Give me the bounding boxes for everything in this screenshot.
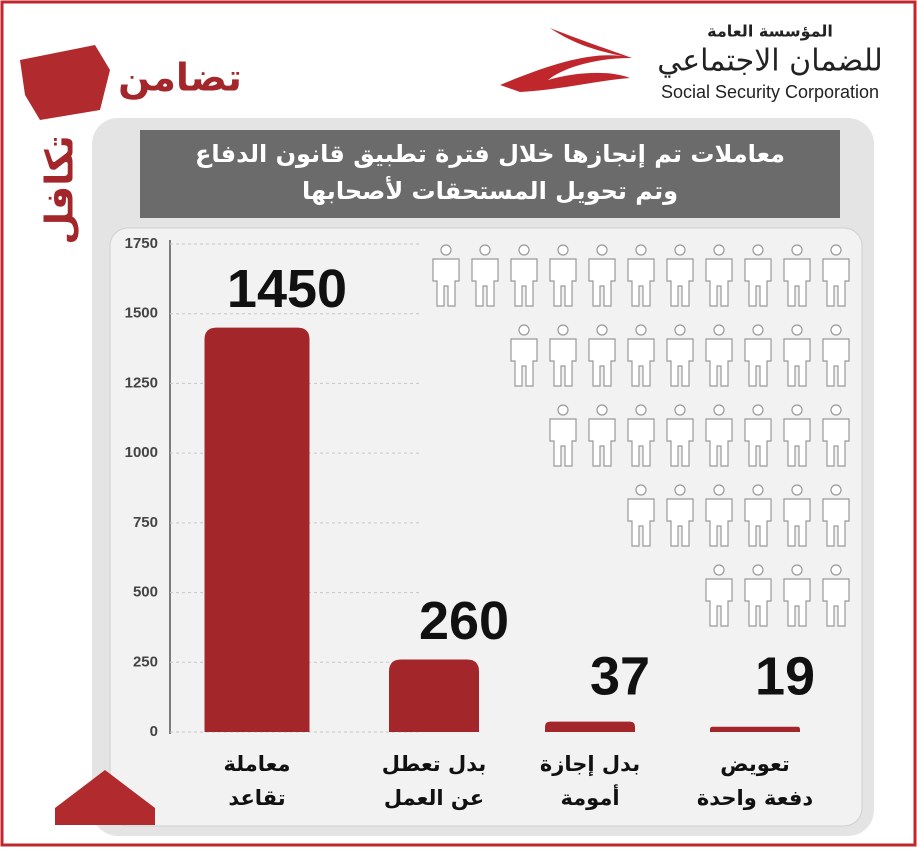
y-tick-label: 1750 (125, 235, 158, 252)
person-icon (744, 564, 772, 627)
bar (545, 721, 635, 732)
person-icon (744, 324, 772, 387)
person-icon (705, 484, 733, 547)
person-icon (666, 484, 694, 547)
arrow-decoration (55, 770, 155, 825)
person-icon (783, 244, 811, 307)
y-tick-label: 500 (133, 584, 158, 601)
bar (710, 726, 800, 732)
x-tick-label: بدل تعطل (382, 752, 487, 776)
slogan: تكافل (38, 135, 82, 244)
person-icon (549, 404, 577, 467)
fist-icon (20, 45, 110, 120)
person-icon (549, 324, 577, 387)
person-icon (822, 324, 850, 387)
y-tick-label: 1250 (125, 374, 158, 391)
person-icon (822, 244, 850, 307)
person-icon (588, 404, 616, 467)
person-icon (627, 484, 655, 547)
person-icon (783, 564, 811, 627)
people-icons (432, 244, 850, 627)
value-label: 1450 (227, 259, 347, 319)
person-icon (822, 484, 850, 547)
person-icon (705, 564, 733, 627)
value-label: 37 (590, 646, 650, 706)
person-icon (666, 404, 694, 467)
person-icon (666, 324, 694, 387)
x-tick-label: أمومة (560, 783, 619, 810)
y-tick-label: 1000 (125, 444, 158, 461)
org-name-ar: المؤسسة العامة (707, 22, 833, 41)
x-tick-label: بدل إجازة (540, 752, 640, 776)
y-tick-label: 1500 (125, 305, 158, 322)
person-icon (510, 244, 538, 307)
x-tick-label: تقاعد (228, 786, 285, 810)
person-icon (627, 244, 655, 307)
y-tick-label: 750 (133, 514, 158, 531)
person-icon (822, 564, 850, 627)
org-name-en: Social Security Corporation (661, 82, 879, 102)
person-icon (588, 324, 616, 387)
person-icon (627, 404, 655, 467)
person-icon (510, 324, 538, 387)
bar (204, 327, 310, 732)
person-icon (783, 404, 811, 467)
person-icon (666, 244, 694, 307)
y-tick-label: 250 (133, 653, 158, 670)
x-tick-label: عن العمل (384, 786, 484, 810)
title-line: وتم تحويل المستحقات لأصحابها (302, 176, 678, 205)
person-icon (744, 404, 772, 467)
logo-mark (500, 28, 632, 92)
person-icon (588, 244, 616, 307)
x-tick-label: تعويض (720, 752, 789, 776)
person-icon (432, 244, 460, 307)
y-tick-label: 0 (150, 723, 158, 740)
title-banner (140, 130, 840, 218)
person-icon (627, 324, 655, 387)
bar (389, 659, 479, 732)
person-icon (549, 244, 577, 307)
person-icon (783, 324, 811, 387)
value-label: 260 (419, 591, 509, 651)
person-icon (471, 244, 499, 307)
person-icon (744, 484, 772, 547)
person-icon (705, 324, 733, 387)
value-label: 19 (755, 646, 815, 706)
person-icon (744, 244, 772, 307)
person-icon (705, 404, 733, 467)
person-icon (822, 404, 850, 467)
person-icon (705, 244, 733, 307)
org-name-ar: للضمان الاجتماعي (657, 44, 883, 79)
title-line: معاملات تم إنجازها خلال فترة تطبيق قانون… (195, 140, 785, 168)
x-tick-label: معاملة (223, 752, 290, 776)
person-icon (783, 484, 811, 547)
slogan: تضامن (118, 56, 242, 100)
x-tick-label: دفعة واحدة (697, 786, 814, 810)
